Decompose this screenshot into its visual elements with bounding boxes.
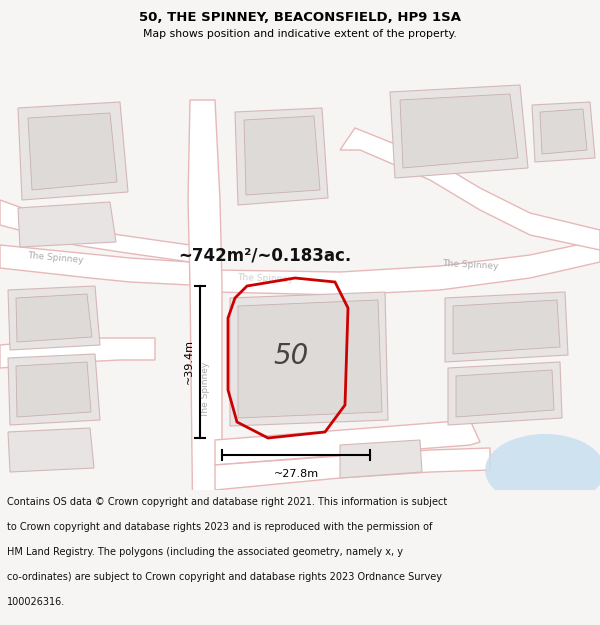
Polygon shape [448, 362, 562, 425]
Ellipse shape [485, 434, 600, 506]
Polygon shape [390, 85, 528, 178]
Text: ~742m²/~0.183ac.: ~742m²/~0.183ac. [178, 246, 352, 264]
Text: Contains OS data © Crown copyright and database right 2021. This information is : Contains OS data © Crown copyright and d… [7, 497, 448, 507]
Polygon shape [8, 354, 100, 425]
Text: HM Land Registry. The polygons (including the associated geometry, namely x, y: HM Land Registry. The polygons (includin… [7, 547, 403, 557]
Polygon shape [16, 362, 91, 417]
Text: to Crown copyright and database rights 2023 and is reproduced with the permissio: to Crown copyright and database rights 2… [7, 522, 433, 532]
Text: The Spinney: The Spinney [442, 259, 499, 271]
Text: 50: 50 [274, 342, 308, 369]
Text: 50, THE SPINNEY, BEACONSFIELD, HP9 1SA: 50, THE SPINNEY, BEACONSFIELD, HP9 1SA [139, 11, 461, 24]
Polygon shape [188, 100, 222, 540]
Polygon shape [28, 113, 117, 190]
Polygon shape [244, 116, 320, 195]
Polygon shape [8, 286, 100, 350]
Polygon shape [215, 420, 480, 465]
Text: 100026316.: 100026316. [7, 597, 65, 607]
Text: ~27.8m: ~27.8m [274, 469, 319, 479]
Polygon shape [0, 200, 190, 262]
Polygon shape [8, 428, 94, 472]
Text: ~39.4m: ~39.4m [184, 339, 194, 384]
Text: co-ordinates) are subject to Crown copyright and database rights 2023 Ordnance S: co-ordinates) are subject to Crown copyr… [7, 572, 442, 582]
Text: The Spinney: The Spinney [202, 362, 211, 418]
Polygon shape [540, 109, 587, 154]
Polygon shape [400, 94, 518, 168]
Polygon shape [456, 370, 554, 417]
Polygon shape [230, 292, 388, 426]
Polygon shape [453, 300, 560, 354]
Polygon shape [215, 240, 600, 295]
Polygon shape [532, 102, 595, 162]
Polygon shape [0, 245, 190, 285]
Polygon shape [0, 338, 155, 368]
Polygon shape [18, 102, 128, 200]
Polygon shape [340, 440, 422, 478]
Text: Map shows position and indicative extent of the property.: Map shows position and indicative extent… [143, 29, 457, 39]
Polygon shape [16, 294, 92, 342]
Polygon shape [340, 128, 600, 250]
Polygon shape [235, 108, 328, 205]
Polygon shape [445, 292, 568, 362]
Polygon shape [18, 202, 116, 247]
Text: The Spinney: The Spinney [237, 272, 293, 284]
Polygon shape [238, 300, 382, 418]
Polygon shape [215, 448, 490, 490]
Text: The Spinney: The Spinney [26, 251, 83, 265]
